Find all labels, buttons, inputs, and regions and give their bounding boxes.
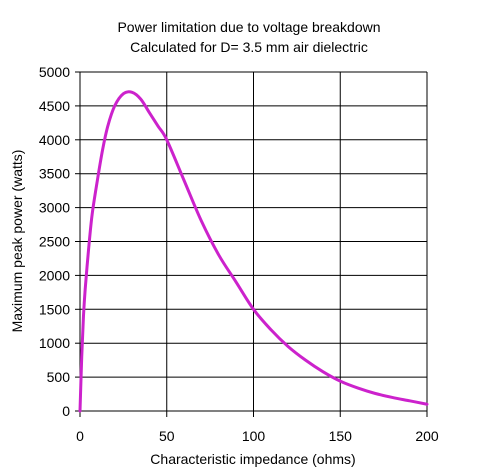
x-tick-label: 150 (329, 428, 353, 444)
y-tick-label: 4000 (39, 132, 70, 148)
y-tick-label: 3500 (39, 166, 70, 182)
y-tick-label: 1000 (39, 335, 70, 351)
y-tick-label: 5000 (39, 64, 70, 80)
series-layer (78, 90, 429, 413)
x-tick-label: 50 (159, 428, 175, 444)
y-tick-label: 3000 (39, 200, 70, 216)
x-axis-ticks: 0 50 100 150 200 (76, 428, 439, 444)
series-line (78, 90, 429, 413)
x-tick-label: 0 (76, 428, 84, 444)
y-tick-label: 2000 (39, 267, 70, 283)
chart-title: Power limitation due to voltage breakdow… (117, 19, 380, 35)
x-tick-label: 100 (242, 428, 266, 444)
y-tick-label: 0 (62, 403, 70, 419)
y-axis-label: Maximum peak power (watts) (9, 150, 25, 333)
chart-subtitle: Calculated for D= 3.5 mm air dielectric (130, 39, 368, 55)
y-tick-label: 4500 (39, 98, 70, 114)
x-axis-label: Characteristic impedance (ohms) (150, 451, 355, 467)
x-tick-label: 200 (415, 428, 439, 444)
axes (75, 71, 428, 417)
y-tick-label: 2500 (39, 234, 70, 250)
y-tick-label: 1500 (39, 301, 70, 317)
y-axis-ticks: 0 500 1000 1500 2000 2500 3000 3500 4000 4500 5000 (39, 64, 70, 419)
y-tick-label: 500 (47, 369, 71, 385)
